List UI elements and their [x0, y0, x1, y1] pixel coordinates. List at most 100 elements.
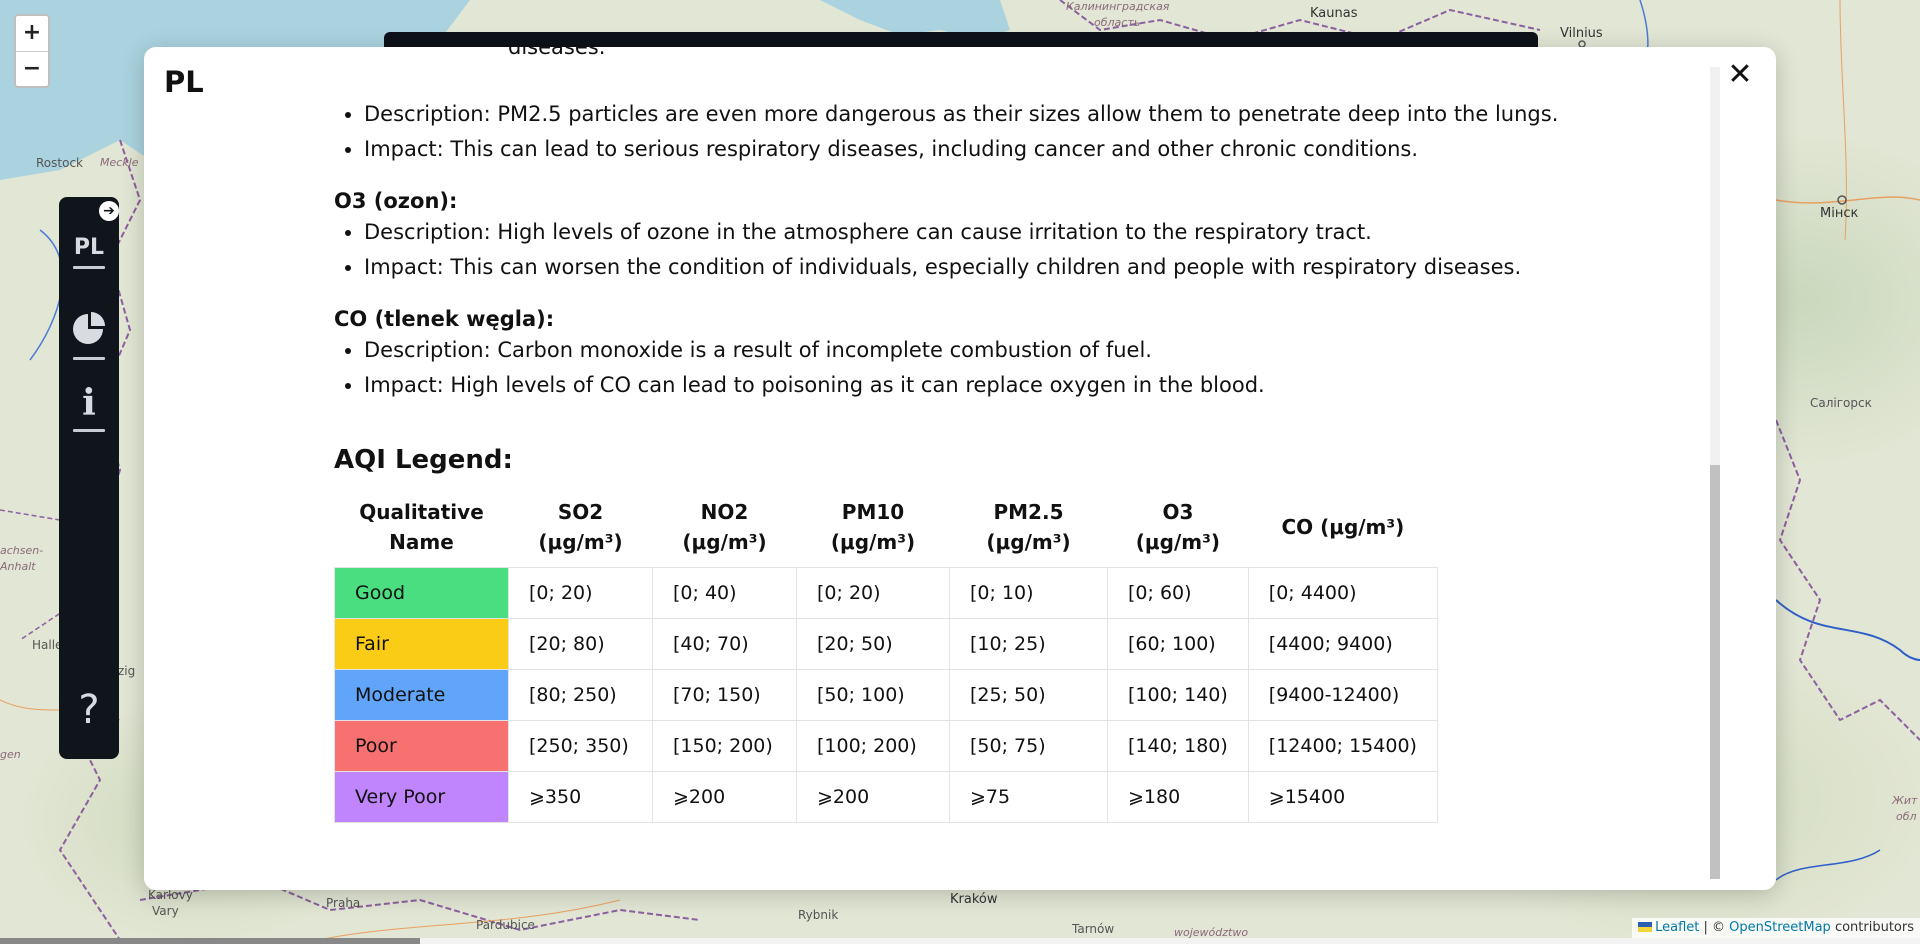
aqi-level-name: Very Poor — [334, 771, 509, 823]
table-cell: [0; 4400) — [1247, 567, 1438, 619]
o3-list: Description: High levels of ozone in the… — [334, 215, 1694, 285]
table-cell: ⩾200 — [652, 771, 797, 823]
aqi-level-name: Poor — [334, 720, 509, 772]
table-cell: [0; 20) — [796, 567, 950, 619]
table-cell: [60; 100) — [1107, 618, 1249, 670]
modal-title: PL — [164, 65, 204, 99]
attribution-separator: | © — [1699, 920, 1730, 935]
sidebar-item-statistics[interactable] — [71, 311, 107, 360]
column-header: Qualitative Name — [359, 500, 484, 554]
table-cell: ⩾75 — [949, 771, 1108, 823]
help-button[interactable]: ? — [71, 687, 107, 733]
table-header-row: Qualitative Name SO2 (μg/m³) NO2 (μg/m³) PM… — [335, 493, 1438, 568]
table-cell: [0; 20) — [508, 567, 653, 619]
help-icon: ? — [78, 687, 100, 733]
map-label: Rybnik — [798, 908, 839, 922]
table-row: Good [0; 20) [0; 40) [0; 20) [0; 10) [0; 60)[… — [334, 567, 1438, 619]
table-cell: ⩾180 — [1107, 771, 1249, 823]
list-item: Description: Carbon monoxide is a result… — [364, 333, 1694, 368]
map-label: Halle — [32, 638, 63, 652]
column-header: NO2 (μg/m³) — [682, 500, 767, 554]
sidebar: ➔ PL i ? — [59, 197, 119, 759]
table-cell: [250; 350) — [508, 720, 653, 772]
map-label: область — [1094, 16, 1141, 29]
table-cell: [10; 25) — [949, 618, 1108, 670]
table-row: Moderate [80; 250) [70; 150) [50; 100) [25; … — [334, 669, 1438, 721]
table-cell: [100; 200) — [796, 720, 950, 772]
column-header: PM2.5 (μg/m³) — [986, 500, 1071, 554]
list-item: Description: PM2.5 particles are even mo… — [364, 97, 1694, 132]
column-header: PM10 (μg/m³) — [830, 500, 916, 554]
table-cell: [20; 80) — [508, 618, 653, 670]
bottom-strip — [0, 938, 1920, 944]
table-cell: [0; 10) — [949, 567, 1108, 619]
table-cell: [12400; 15400) — [1247, 720, 1438, 772]
osm-link[interactable]: OpenStreetMap — [1729, 920, 1831, 935]
column-header: SO2 (μg/m³) — [538, 500, 623, 554]
column-header: CO (μg/m³) — [1281, 515, 1405, 539]
list-item: Description: High levels of ozone in the… — [364, 215, 1694, 250]
table-cell: [0; 40) — [652, 567, 797, 619]
co-list: Description: Carbon monoxide is a result… — [334, 333, 1694, 403]
aqi-level-name: Moderate — [334, 669, 509, 721]
map-label: Karlovy — [148, 888, 193, 902]
table-cell: [50; 100) — [796, 669, 950, 721]
leaflet-link[interactable]: Leaflet — [1655, 920, 1700, 935]
modal-content: diseases. Description: PM2.5 particles a… — [334, 47, 1694, 823]
table-cell: ⩾15400 — [1247, 771, 1438, 823]
map-label: Калининградская — [1066, 0, 1170, 13]
table-row: Very Poor ⩾350 ⩾200 ⩾200 ⩾75 ⩾180 ⩾15400 — [334, 771, 1438, 823]
info-icon: i — [82, 382, 96, 424]
map-label: обл — [1896, 810, 1917, 823]
sidebar-toggle-button[interactable]: ➔ — [99, 201, 119, 221]
map-attribution: Leaflet | © OpenStreetMap contributors — [1632, 918, 1920, 938]
sidebar-item-info[interactable]: i — [71, 383, 107, 432]
legend-heading: AQI Legend: — [334, 445, 513, 475]
map-label: Салігорск — [1810, 396, 1872, 410]
zoom-control: + − — [14, 14, 50, 88]
map-label: Мінск — [1820, 206, 1859, 221]
map-label: Жит — [1892, 794, 1918, 807]
table-cell: [100; 140) — [1107, 669, 1249, 721]
aqi-level-name: Good — [334, 567, 509, 619]
table-cell: [4400; 9400) — [1247, 618, 1438, 670]
divider — [73, 357, 105, 360]
table-row: Poor [250; 350) [150; 200) [100; 200) [50; 7… — [334, 720, 1438, 772]
column-header: O3 (μg/m³) — [1135, 500, 1220, 554]
map-label: Kaunas — [1310, 6, 1358, 21]
map-label: Kraków — [950, 892, 998, 907]
aqi-legend-table: Qualitative Name SO2 (μg/m³) NO2 (μg/m³) PM… — [334, 493, 1438, 823]
table-cell: [80; 250) — [508, 669, 653, 721]
table-cell: [150; 200) — [652, 720, 797, 772]
map-label: Anhalt — [0, 560, 36, 573]
pm25-list: Description: PM2.5 particles are even mo… — [334, 97, 1694, 167]
map-label: gen — [0, 748, 21, 761]
close-icon[interactable]: ✕ — [1727, 57, 1753, 92]
attribution-suffix: contributors — [1830, 920, 1914, 935]
table-cell: ⩾200 — [796, 771, 950, 823]
map-label: Rostock — [36, 156, 83, 170]
truncated-text: diseases. — [508, 47, 605, 57]
divider — [73, 429, 105, 432]
map-label: achsen- — [0, 544, 44, 557]
divider — [73, 266, 105, 269]
list-item: Impact: This can lead to serious respira… — [364, 132, 1694, 167]
sidebar-item-language[interactable]: PL — [71, 235, 107, 269]
map-label: Pardubice — [476, 918, 535, 932]
table-row: Fair [20; 80) [40; 70) [20; 50) [10; 25) [60;… — [334, 618, 1438, 670]
table-cell: [40; 70) — [652, 618, 797, 670]
list-item: Impact: This can worsen the condition of… — [364, 250, 1694, 285]
zoom-out-button[interactable]: − — [22, 56, 42, 81]
ukraine-flag-icon — [1638, 922, 1653, 932]
table-cell: ⩾350 — [508, 771, 653, 823]
section-heading-o3: O3 (ozon): — [334, 189, 458, 213]
map-label: Vilnius — [1560, 26, 1603, 41]
map-label: Praha — [326, 896, 361, 910]
pie-chart-icon — [73, 312, 105, 344]
zoom-in-button[interactable]: + — [16, 16, 48, 52]
scrollbar-thumb[interactable] — [1710, 465, 1720, 879]
table-body: Good [0; 20) [0; 40) [0; 20) [0; 10) [0; 60)[… — [334, 567, 1438, 823]
table-cell: [20; 50) — [796, 618, 950, 670]
map-label: województwo — [1174, 926, 1249, 939]
table-cell: [9400-12400) — [1247, 669, 1438, 721]
